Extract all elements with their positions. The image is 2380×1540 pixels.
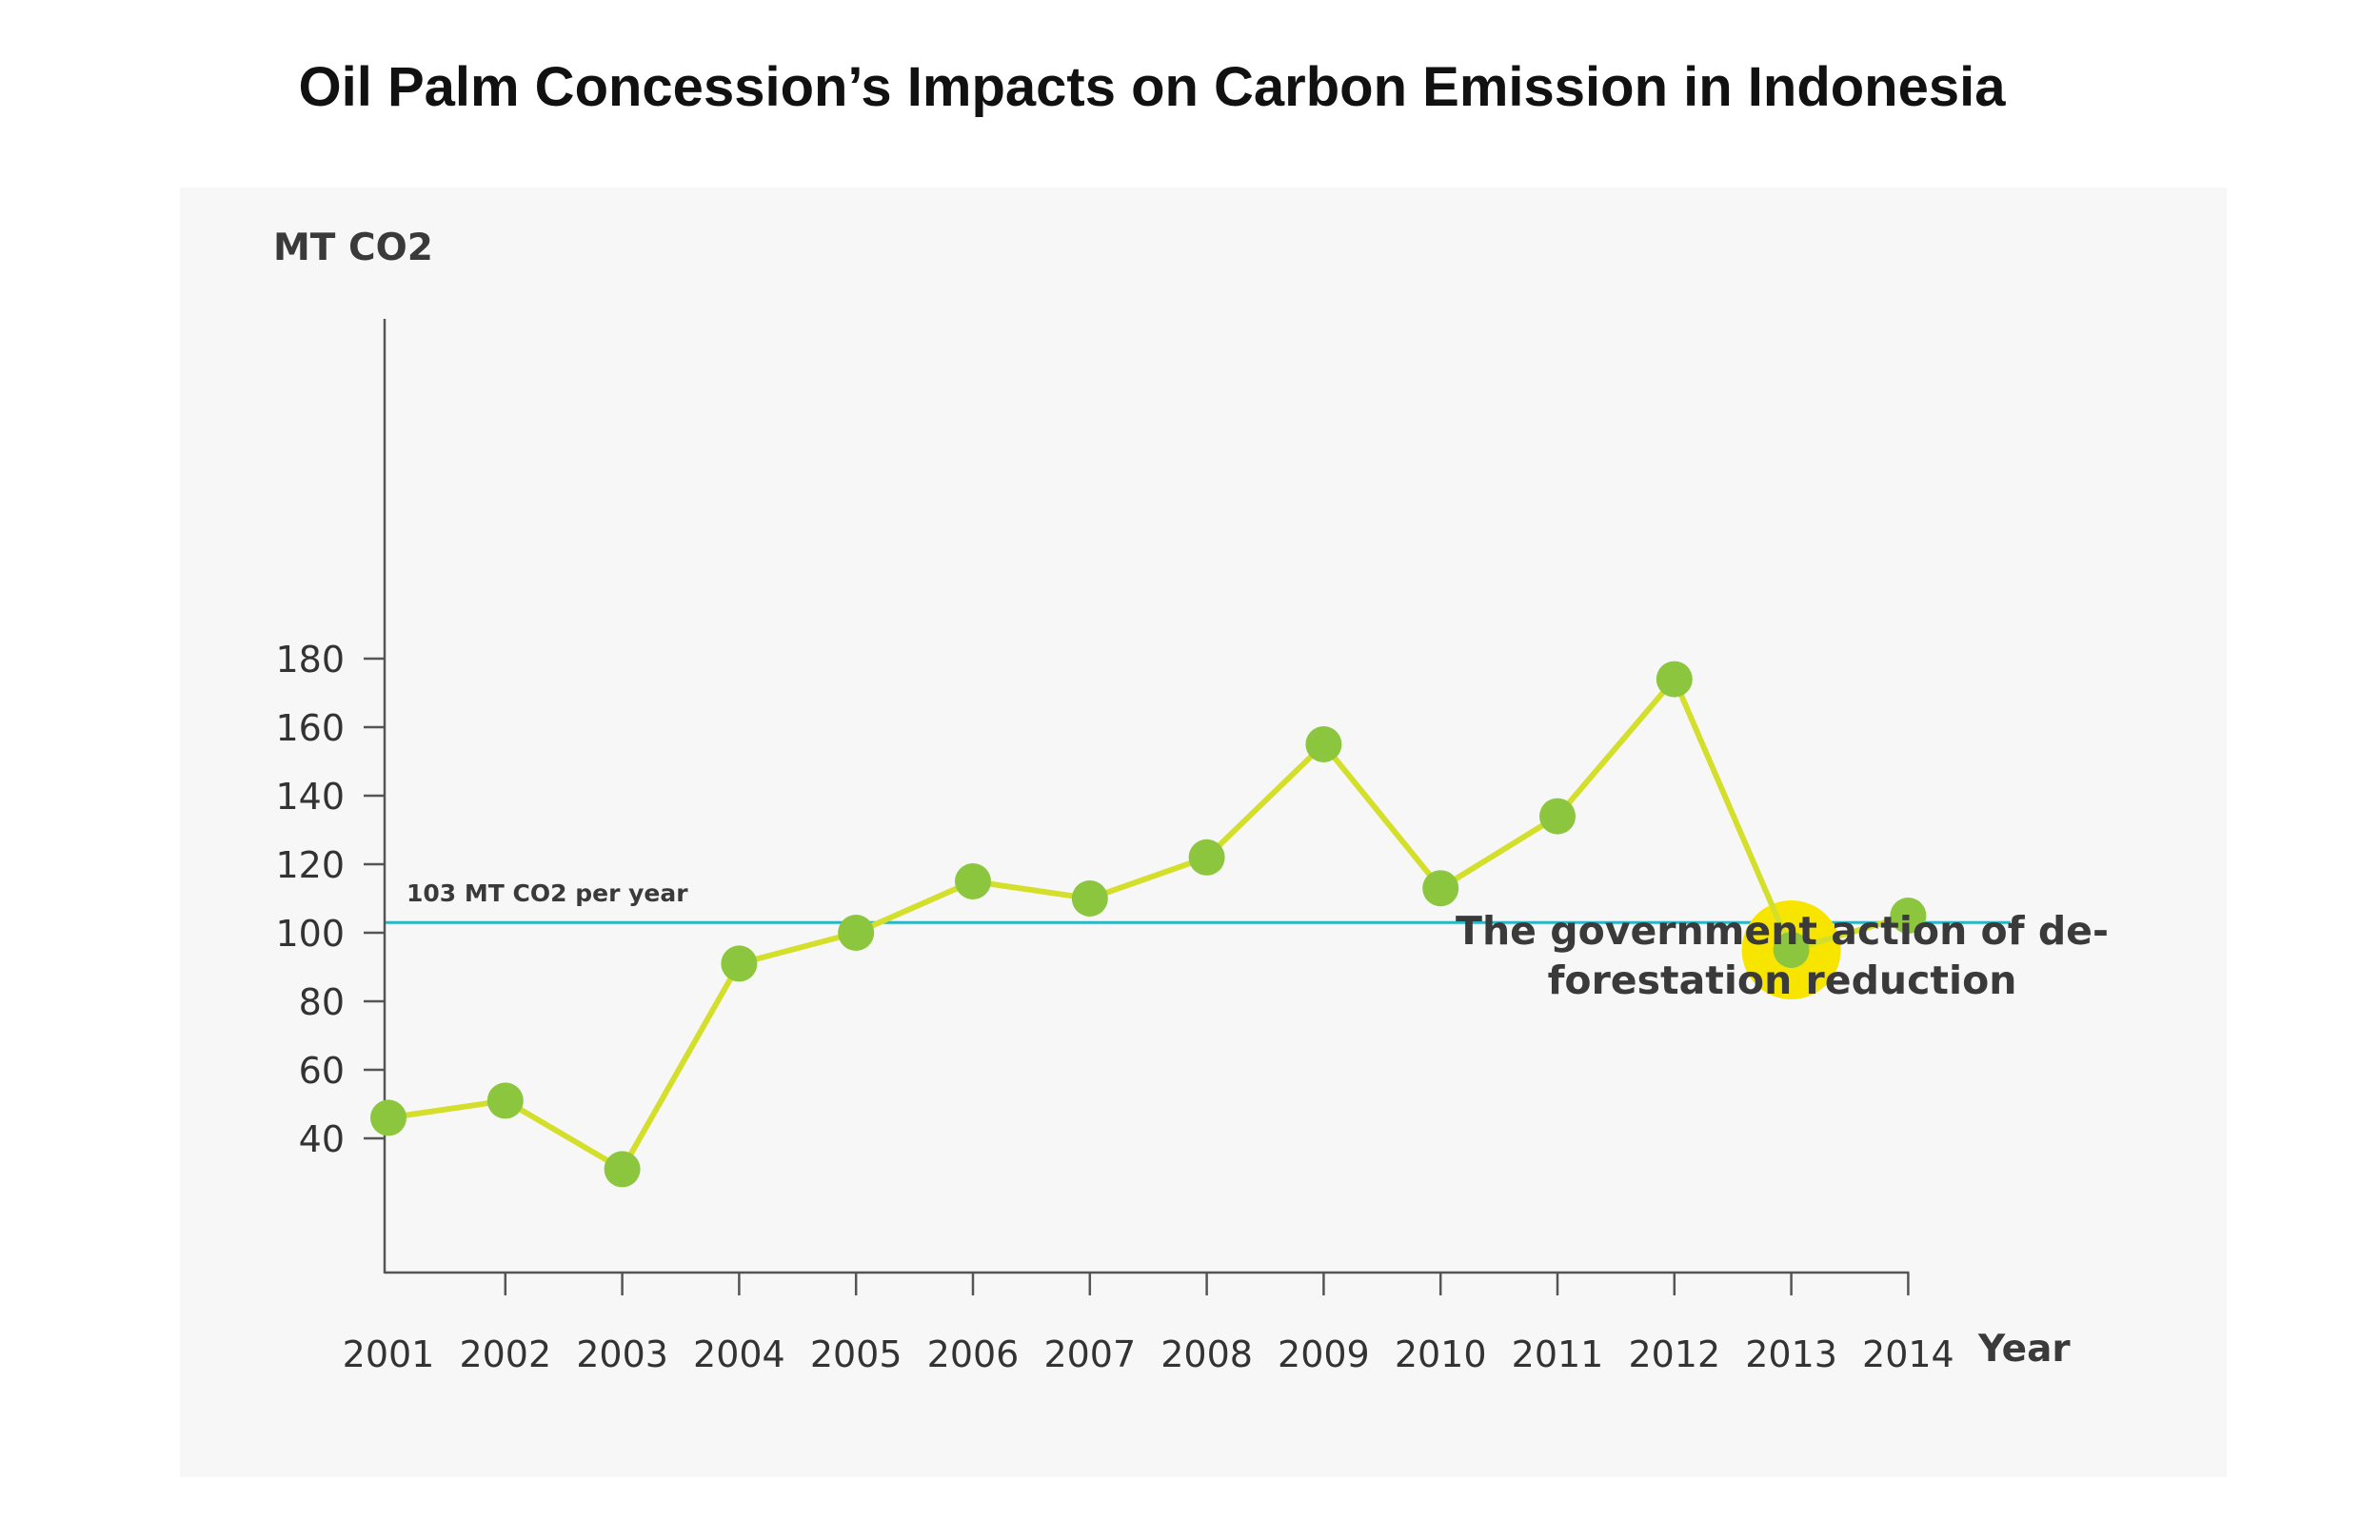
line-chart: MT CO2 Year 103 MT CO2 per year 40 60 80 100…: [273, 227, 2109, 1375]
x-tick-label: 2001: [343, 1333, 435, 1375]
highlight-annotation: The government action of de-forestation …: [1456, 908, 2109, 1003]
chart-panel: MT CO2 Year 103 MT CO2 per year 40 60 80 100…: [180, 188, 2227, 1477]
data-point: [1305, 726, 1342, 762]
x-tick-label: 2004: [693, 1333, 785, 1375]
y-tick-label: 80: [299, 981, 345, 1023]
x-tick-label: 2012: [1628, 1333, 1720, 1375]
data-point: [370, 1099, 407, 1136]
y-tick-label: 40: [299, 1118, 345, 1160]
reference-line-label: 103 MT CO2 per year: [407, 879, 688, 907]
y-tick-label: 60: [299, 1050, 345, 1092]
data-point: [604, 1151, 641, 1188]
y-tick-label: 160: [275, 707, 345, 749]
annotation-line: forestation reduction: [1548, 958, 2017, 1003]
y-axis-title: MT CO2: [273, 227, 433, 269]
data-point: [1188, 839, 1225, 876]
x-tick-label: 2013: [1745, 1333, 1837, 1375]
x-tick-label: 2005: [810, 1333, 902, 1375]
x-tick-label: 2010: [1395, 1333, 1487, 1375]
x-tick-label: 2007: [1043, 1333, 1136, 1375]
annotation-line: The government action of de-: [1456, 908, 2109, 954]
data-point: [1071, 880, 1108, 917]
x-tick-label: 2011: [1512, 1333, 1604, 1375]
x-tick-label: 2009: [1278, 1333, 1370, 1375]
data-point: [1890, 898, 1927, 934]
x-tick-label: 2006: [927, 1333, 1020, 1375]
y-tick-label: 180: [275, 639, 345, 681]
x-tick-label: 2014: [1862, 1333, 1954, 1375]
data-point: [1422, 870, 1459, 907]
y-tick-label: 100: [275, 913, 345, 955]
x-tick-label: 2002: [459, 1333, 551, 1375]
y-tick-label: 120: [275, 844, 345, 886]
data-point: [1773, 932, 1810, 968]
data-point: [1656, 661, 1693, 698]
data-point: [838, 915, 875, 951]
y-tick-label: 140: [275, 776, 345, 818]
chart-title: Oil Palm Concession’s Impacts on Carbon …: [298, 56, 2006, 118]
x-tick-label: 2008: [1160, 1333, 1253, 1375]
series-line: [387, 676, 1910, 1173]
data-point: [721, 945, 758, 982]
data-point: [486, 1082, 524, 1119]
x-tick-label: 2003: [576, 1333, 668, 1375]
data-point: [1539, 798, 1576, 835]
x-axis-title: Year: [1977, 1328, 2071, 1371]
data-point: [955, 863, 991, 899]
